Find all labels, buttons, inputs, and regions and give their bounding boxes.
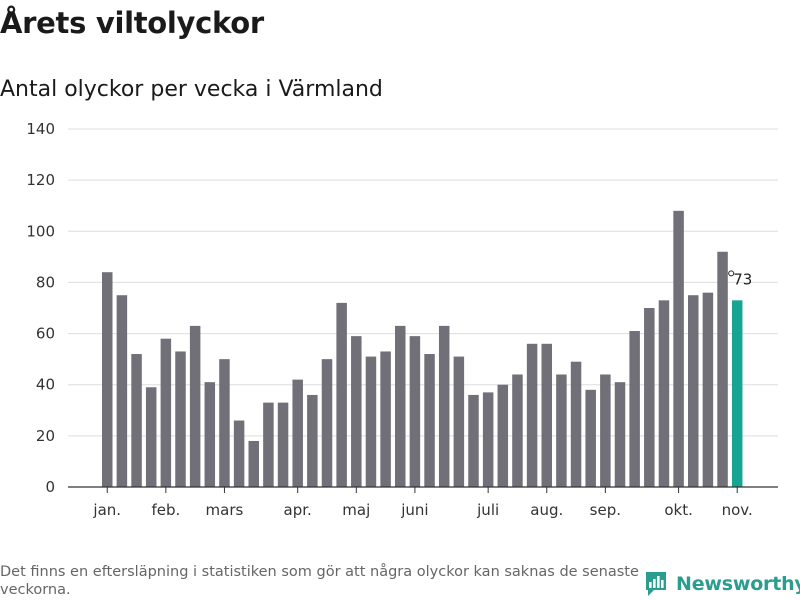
highlight-data-label: 73 (733, 270, 752, 288)
bar (614, 382, 626, 487)
y-tick-label: 0 (45, 478, 55, 496)
bar (131, 354, 142, 487)
y-tick-label: 60 (36, 325, 55, 343)
x-tick-label: juli (476, 501, 499, 519)
bar (277, 402, 289, 487)
bar (292, 379, 303, 487)
bars (102, 210, 743, 487)
x-tick-label: sep. (590, 501, 621, 519)
bar (512, 374, 523, 487)
bar (233, 420, 245, 487)
bar (585, 389, 596, 487)
bar (204, 382, 216, 487)
bar (248, 440, 259, 487)
bar (116, 295, 128, 487)
x-tick-label: jan. (92, 501, 121, 519)
bar (629, 331, 640, 487)
y-axis-ticks: 0 20 40 60 80 100 120 140 (26, 120, 55, 496)
bar (189, 325, 201, 487)
chart-subtitle: Antal olyckor per vecka i Värmland (0, 77, 383, 102)
grid-lines (68, 128, 778, 437)
y-tick-label: 40 (36, 376, 55, 394)
bar (468, 394, 479, 487)
y-tick-label: 120 (26, 171, 55, 189)
x-tick-label: okt. (664, 501, 693, 519)
y-tick-label: 100 (26, 222, 55, 240)
x-tick-label: nov. (722, 501, 753, 519)
bar (556, 374, 567, 487)
bar (409, 336, 421, 487)
x-tick-label: feb. (151, 501, 180, 519)
bar (600, 374, 611, 487)
bar (145, 387, 157, 487)
highlight-marker (728, 270, 735, 277)
bar (424, 354, 435, 487)
bar (570, 361, 582, 487)
data-labels: 73 (728, 270, 752, 288)
bar-chart: 0 20 40 60 80 100 120 140 jan. feb. mars apr. maj ju… (26, 120, 778, 519)
x-axis-ticks: jan. feb. mars apr. maj juni juli aug. sep. okt. n… (92, 487, 753, 519)
bar (526, 343, 538, 487)
newsworthy-logo-icon (646, 572, 666, 596)
y-tick-label: 20 (36, 427, 55, 445)
bar (688, 295, 699, 487)
brand-logo: Newsworthy (644, 570, 800, 598)
x-tick-label: maj (342, 501, 370, 519)
brand-name: Newsworthy (676, 573, 800, 595)
highlight-bar (731, 300, 743, 487)
bar (263, 402, 274, 487)
bar (541, 343, 552, 487)
bar (438, 325, 450, 487)
bar (160, 338, 172, 487)
x-tick-label: juni (400, 501, 428, 519)
page-title: Årets viltolyckor (0, 6, 264, 40)
bar (336, 302, 347, 487)
bar (702, 292, 714, 487)
bar (673, 210, 684, 487)
bar (658, 300, 670, 487)
y-tick-label: 80 (36, 273, 55, 291)
bar (482, 392, 494, 487)
bar (102, 272, 113, 487)
bar (644, 308, 655, 487)
y-tick-label: 140 (26, 120, 55, 138)
x-tick-label: apr. (284, 501, 312, 519)
bar (453, 356, 465, 487)
bar (380, 351, 391, 487)
bar (321, 359, 333, 487)
bar (219, 359, 230, 487)
bar (351, 336, 362, 487)
x-tick-label: mars (206, 501, 244, 519)
bar (175, 351, 186, 487)
x-tick-label: aug. (530, 501, 563, 519)
bar (395, 325, 406, 487)
bar (497, 384, 509, 487)
bar (717, 251, 728, 487)
bar (307, 394, 318, 487)
footnote: Det finns en eftersläpning i statistiken… (0, 564, 639, 598)
bar (365, 356, 377, 487)
